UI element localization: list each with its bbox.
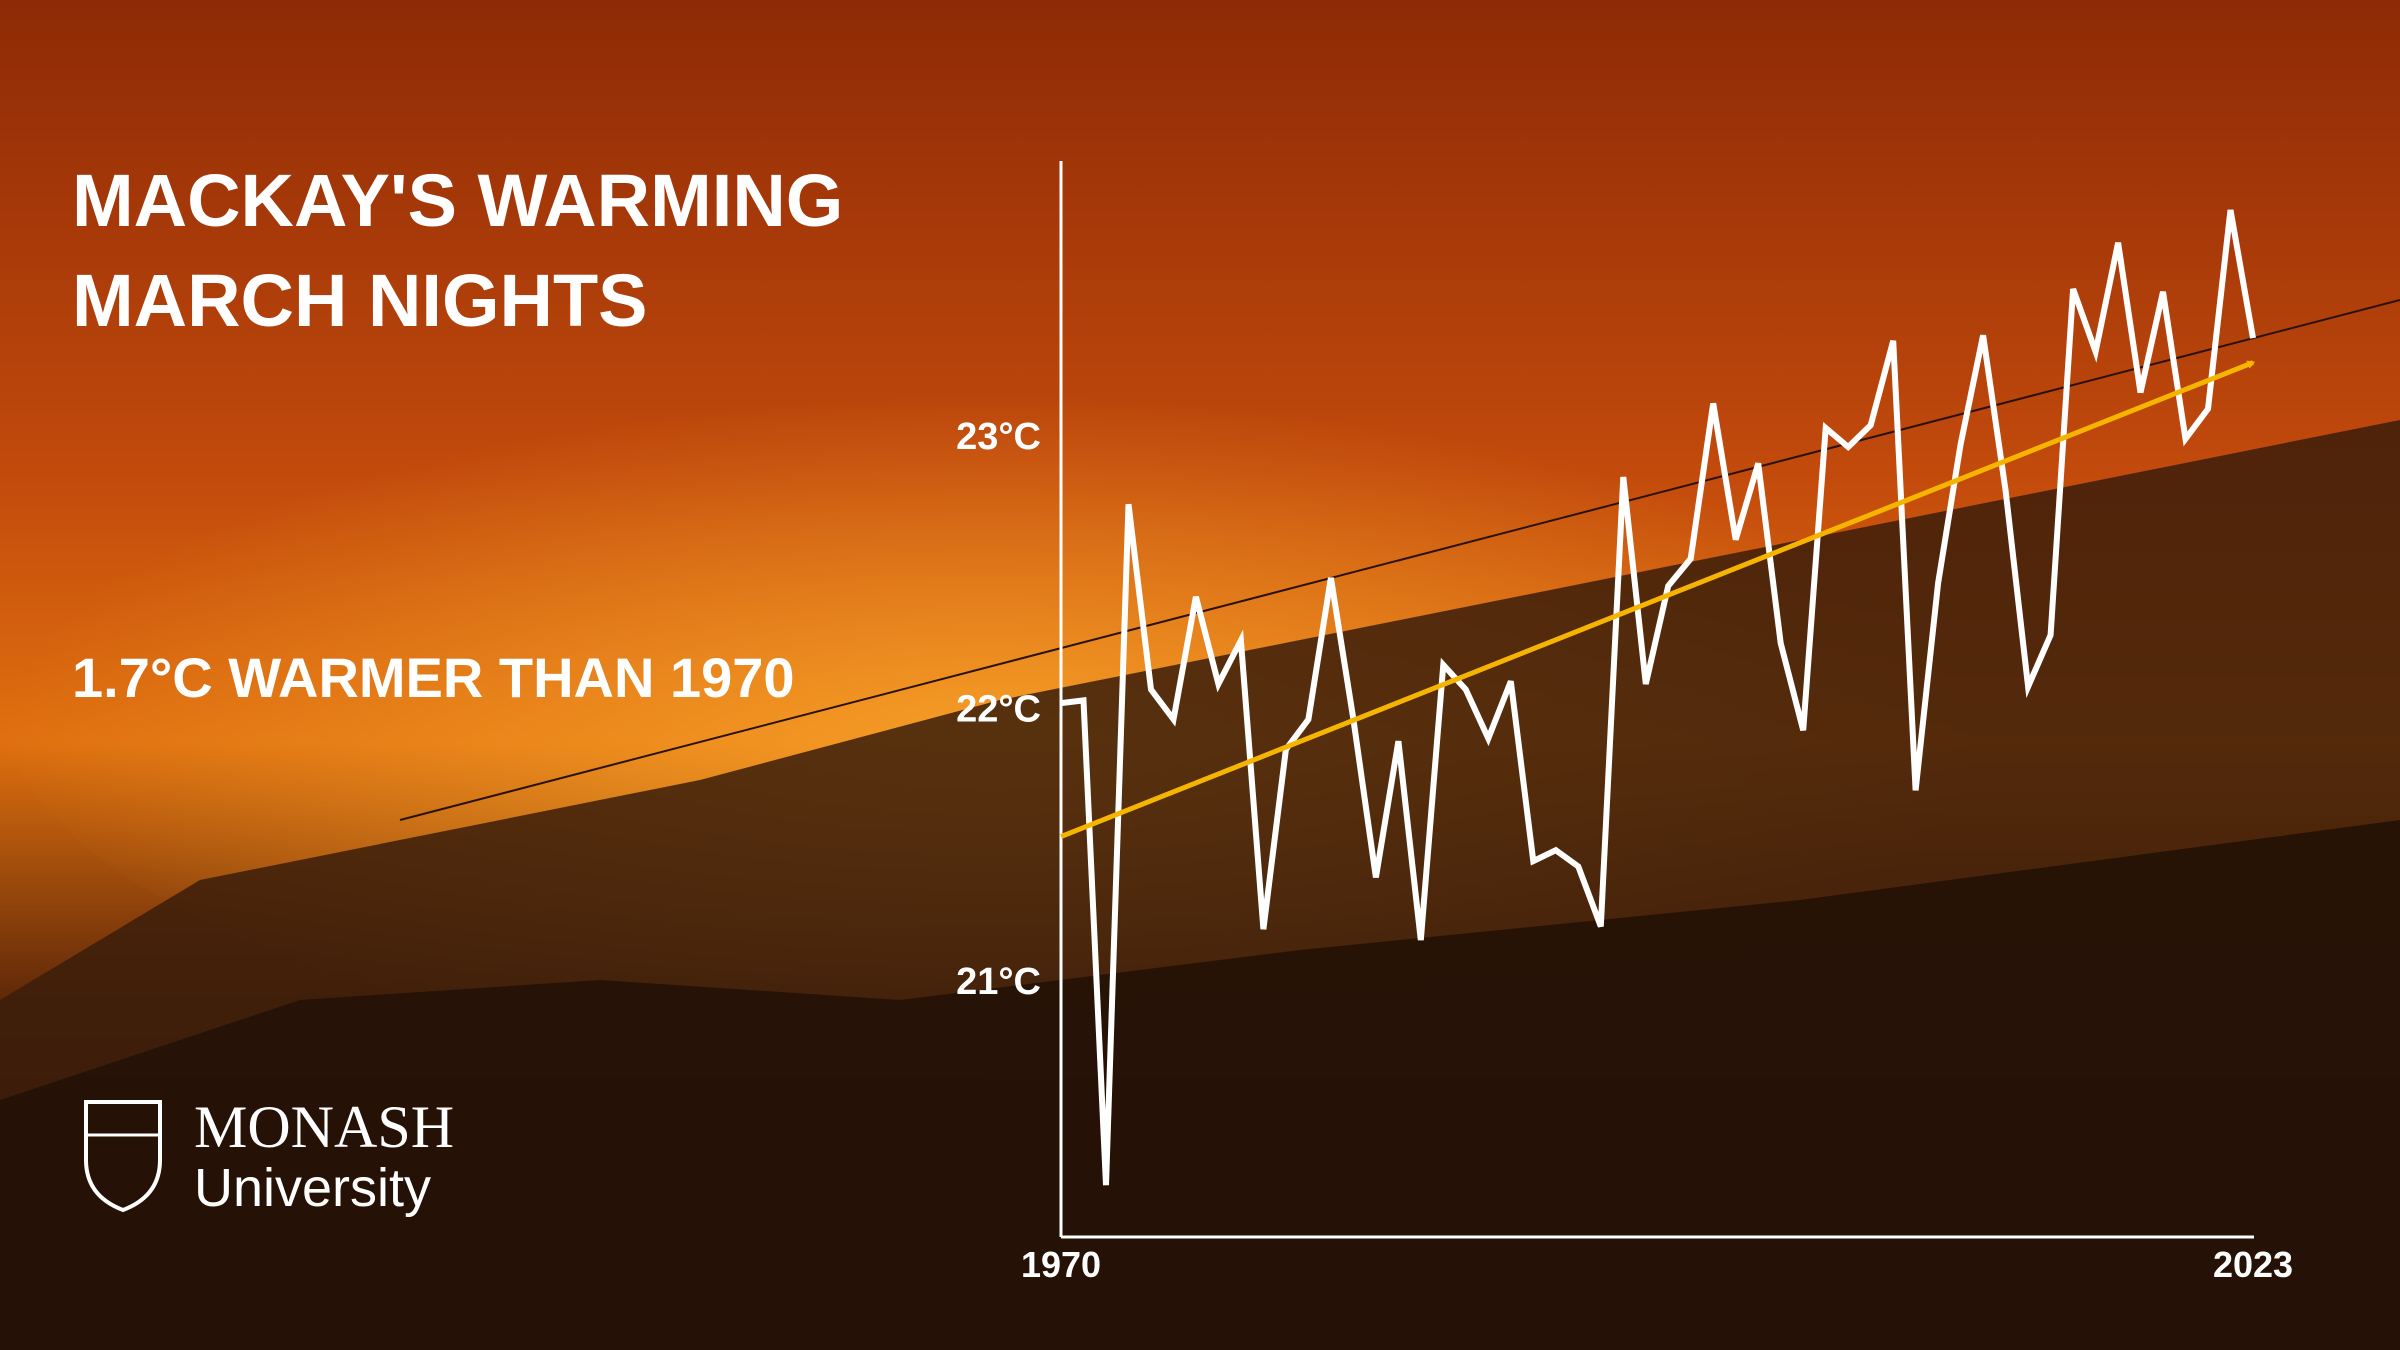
logo: MONASH University bbox=[84, 1094, 454, 1218]
logo-subtitle: University bbox=[194, 1158, 431, 1218]
y-tick-label: 23°C bbox=[956, 416, 1041, 458]
plot: 21°C 22°C 23°C 1970 2023 bbox=[956, 161, 2293, 1285]
y-tick-label: 22°C bbox=[956, 689, 1041, 731]
data-line bbox=[1060, 209, 2256, 1186]
trend-arrow bbox=[1060, 360, 2256, 839]
chart-subtitle: 1.7°C WARMER THAN 1970 bbox=[72, 646, 795, 709]
title-line: MARCH NIGHTS bbox=[72, 259, 648, 342]
y-tick-label: 21°C bbox=[956, 961, 1041, 1003]
x-tick-label: 1970 bbox=[1021, 1244, 1101, 1285]
title-line: MACKAY'S WARMING bbox=[72, 159, 843, 242]
logo-shield bbox=[84, 1100, 162, 1213]
x-tick-label: 2023 bbox=[2213, 1244, 2293, 1285]
chart-title: MACKAY'S WARMING MARCH NIGHTS bbox=[72, 159, 843, 342]
logo-name: MONASH bbox=[194, 1094, 454, 1160]
